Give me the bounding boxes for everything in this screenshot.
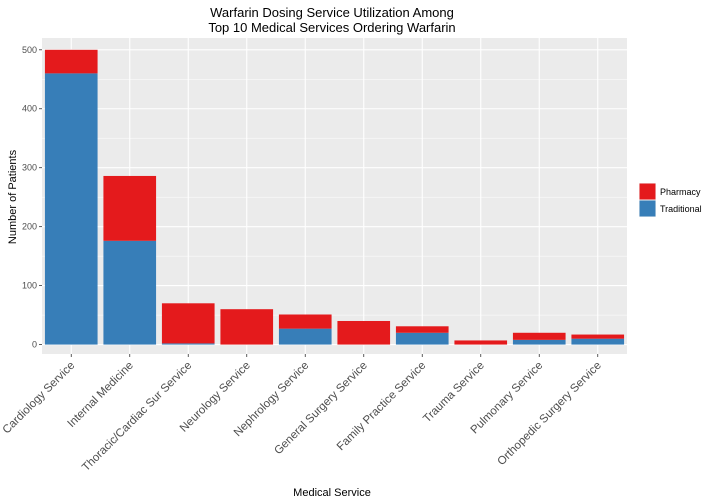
x-tick-label: Trauma Service: [421, 360, 487, 426]
legend: Pharmacy Traditional: [639, 183, 702, 217]
bar-pharmacy-10: [571, 334, 625, 339]
bar-pharmacy-4: [220, 309, 274, 345]
bar-traditional-10: [571, 338, 625, 345]
bar-traditional-3: [161, 343, 215, 345]
legend-swatch-traditional: [639, 200, 656, 217]
y-axis: 0 100 200 300 400 500: [22, 45, 42, 350]
bar-pharmacy-2: [103, 175, 157, 241]
bar-traditional-7: [395, 332, 449, 345]
y-tick-label: 0: [32, 340, 37, 350]
y-tick-label: 400: [22, 104, 37, 114]
bar-traditional-2: [103, 240, 157, 345]
bar-pharmacy-1: [44, 49, 98, 74]
legend-swatch-pharmacy: [639, 183, 656, 200]
legend-label-pharmacy: Pharmacy: [660, 187, 701, 197]
x-axis-title: Medical Service: [293, 487, 371, 499]
bar-traditional-1: [44, 73, 98, 345]
bar-pharmacy-5: [278, 314, 332, 329]
bar-pharmacy-7: [395, 326, 449, 333]
y-tick-label: 200: [22, 222, 37, 232]
y-axis-title: Number of Patients: [7, 149, 19, 244]
bar-pharmacy-6: [337, 320, 391, 345]
bar-pharmacy-8: [454, 340, 508, 345]
y-tick-label: 100: [22, 281, 37, 291]
bars: [44, 49, 625, 345]
legend-label-traditional: Traditional: [660, 204, 702, 214]
chart-subtitle: Top 10 Medical Services Ordering Warfari…: [208, 20, 455, 35]
x-tick-label: Thoracic/Cardiac Sur Service: [80, 360, 194, 474]
y-tick-label: 300: [22, 163, 37, 173]
x-tick-label: Cardiology Service: [1, 360, 78, 437]
bar-traditional-9: [512, 339, 566, 345]
y-tick-label: 500: [22, 45, 37, 55]
bar-pharmacy-3: [161, 303, 215, 344]
chart-title: Warfarin Dosing Service Utilization Amon…: [210, 5, 454, 20]
x-tick-label: Orthopedic Surgery Service: [495, 360, 603, 468]
bar-traditional-5: [278, 328, 332, 345]
bar-pharmacy-9: [512, 332, 566, 340]
